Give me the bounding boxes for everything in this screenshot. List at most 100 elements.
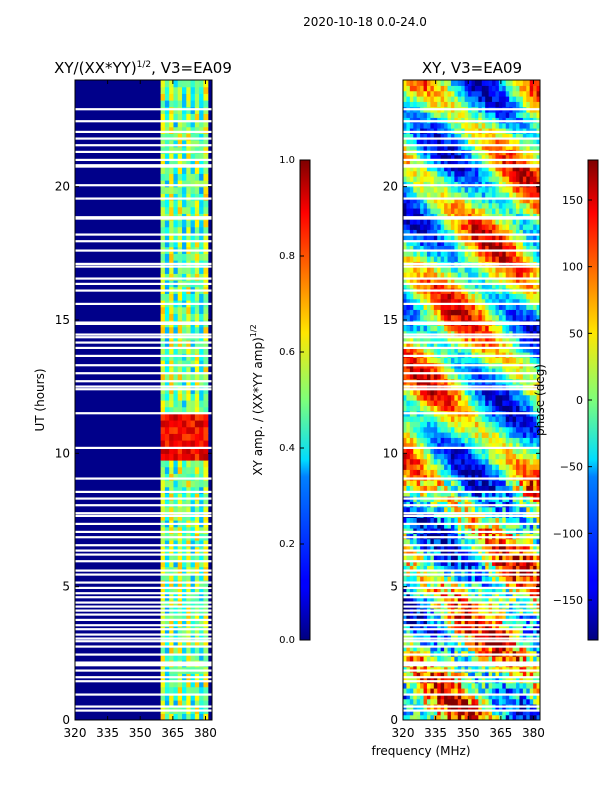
heatmap-cell	[481, 709, 486, 716]
heatmap-cell	[182, 693, 187, 701]
heatmap-cell	[509, 554, 514, 561]
heatmap-cell	[454, 170, 459, 177]
heatmap-cell	[444, 629, 449, 636]
heatmap-cell	[413, 154, 418, 161]
heatmap-cell	[464, 432, 469, 438]
heatmap-cell	[423, 298, 428, 305]
heatmap-cell	[413, 144, 418, 150]
heatmap-cell	[444, 421, 449, 428]
heatmap-cell	[447, 426, 452, 433]
heatmap-cell	[169, 500, 175, 508]
heatmap-cell	[488, 698, 493, 705]
heatmap-cell	[478, 442, 483, 449]
heatmap-cell	[423, 229, 428, 236]
heatmap-cell	[203, 133, 209, 141]
heatmap-cell	[433, 389, 438, 396]
heatmap-cell	[409, 416, 414, 422]
heatmap-cell	[481, 336, 486, 342]
heatmap-cell	[403, 645, 408, 652]
heatmap-cell	[502, 544, 507, 550]
heatmap-cell	[461, 554, 466, 561]
heatmap-cell	[437, 426, 442, 433]
heatmap-cell	[485, 240, 490, 246]
heatmap-cell	[478, 80, 483, 86]
heatmap-cell	[423, 282, 428, 289]
heatmap-cell	[471, 368, 476, 374]
heatmap-cell	[186, 100, 192, 108]
heatmap-cell	[498, 554, 503, 561]
heatmap-cell	[423, 688, 428, 694]
heatmap-cell	[190, 560, 196, 568]
heatmap-cell	[502, 133, 507, 140]
heatmap-cell	[468, 336, 473, 342]
heatmap-cell	[447, 293, 452, 300]
heatmap-cell	[447, 400, 452, 406]
left-cb-label-exponent: 1/2	[249, 324, 258, 337]
heatmap-cell	[488, 101, 493, 108]
heatmap-cell	[194, 433, 200, 441]
heatmap-cell	[194, 200, 200, 208]
heatmap-cell	[457, 522, 462, 529]
heatmap-cell	[509, 437, 514, 444]
heatmap-cell	[406, 133, 411, 140]
heatmap-cell	[403, 90, 408, 97]
heatmap-cell	[420, 437, 425, 444]
flagged-row	[75, 514, 212, 517]
heatmap-cell	[444, 112, 449, 118]
heatmap-cell	[426, 160, 431, 166]
heatmap-cell	[423, 442, 428, 449]
heatmap-cell	[403, 336, 408, 342]
heatmap-cell	[169, 526, 175, 534]
heatmap-cell	[426, 293, 431, 300]
heatmap-cell	[471, 176, 476, 182]
heatmap-cell	[164, 126, 170, 134]
heatmap-cell	[457, 277, 462, 284]
heatmap-cell	[173, 540, 179, 548]
heatmap-cell	[471, 549, 476, 556]
heatmap-cell	[430, 629, 435, 636]
heatmap-cell	[468, 426, 473, 433]
heatmap-cell	[409, 437, 414, 444]
heatmap-cell	[203, 560, 209, 568]
heatmap-cell	[190, 360, 196, 368]
heatmap-cell	[468, 90, 473, 97]
heatmap-cell	[481, 197, 486, 204]
heatmap-cell	[492, 90, 497, 97]
heatmap-cell	[468, 576, 473, 582]
heatmap-cell	[423, 618, 428, 625]
heatmap-cell	[474, 688, 479, 694]
heatmap-cell	[186, 646, 192, 654]
heatmap-cell	[464, 394, 469, 401]
heatmap-cell	[203, 613, 209, 621]
left-axes-frame	[74, 79, 213, 721]
heatmap-cell	[509, 400, 514, 406]
heatmap-cell	[194, 193, 200, 201]
heatmap-cell	[464, 442, 469, 449]
heatmap-cell	[481, 202, 486, 209]
heatmap-cell	[164, 713, 170, 720]
heatmap-cell	[413, 517, 418, 524]
heatmap-cell	[403, 437, 408, 444]
heatmap-cell	[164, 466, 170, 474]
heatmap-cell	[447, 336, 452, 342]
heatmap-cell	[478, 208, 483, 214]
heatmap-cell	[471, 581, 476, 588]
heatmap-cell	[433, 101, 438, 108]
heatmap-cell	[430, 549, 435, 556]
heatmap-cell	[426, 346, 431, 353]
heatmap-cell	[203, 653, 209, 661]
heatmap-cell	[426, 154, 431, 161]
heatmap-cell	[169, 166, 175, 174]
heatmap-cell	[440, 229, 445, 236]
heatmap-cell	[403, 325, 408, 332]
heatmap-cell	[481, 256, 486, 262]
heatmap-cell	[416, 426, 421, 433]
heatmap-cell	[169, 466, 175, 474]
heatmap-cell	[186, 426, 192, 434]
heatmap-cell	[194, 406, 200, 414]
heatmap-cell	[471, 469, 476, 476]
heatmap-cell	[478, 138, 483, 145]
heatmap-cell	[498, 186, 503, 193]
heatmap-cell	[186, 380, 192, 388]
heatmap-cell	[409, 336, 414, 342]
